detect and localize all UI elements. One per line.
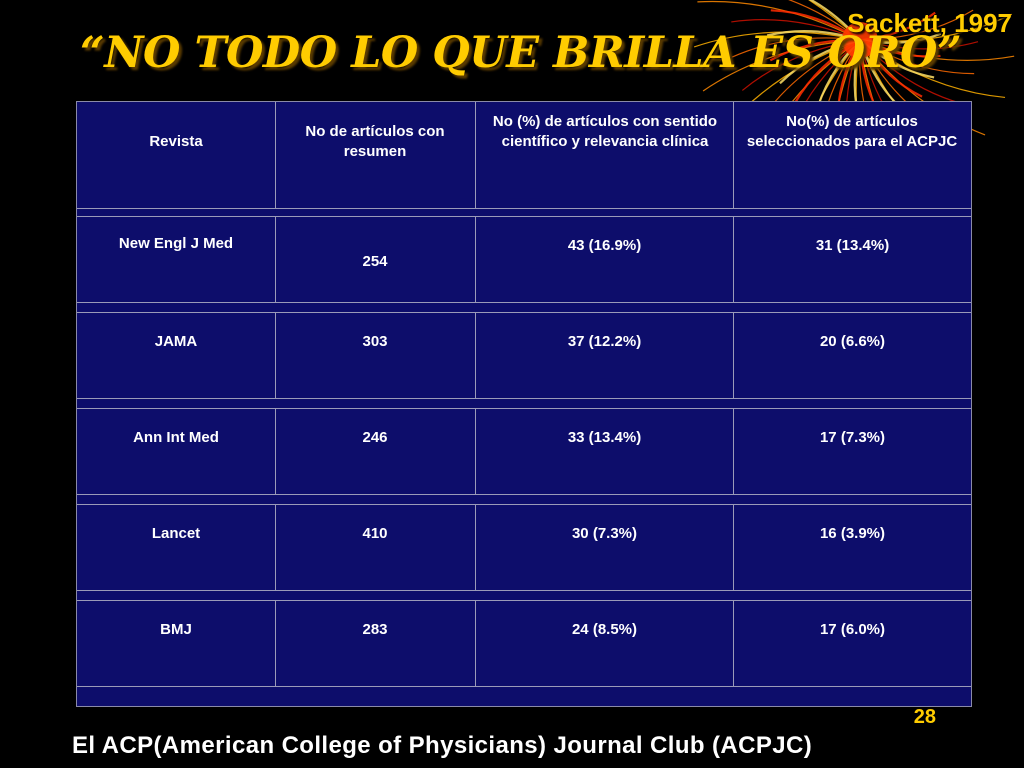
row-separator — [77, 408, 971, 409]
row-separator — [77, 504, 971, 505]
cell-count: 254 — [362, 253, 388, 270]
cell-count: 303 — [362, 333, 388, 350]
firework-ray — [859, 39, 1015, 61]
row-separator — [77, 398, 971, 399]
cell-journal: Lancet — [151, 525, 201, 542]
column-separator — [475, 600, 476, 686]
column-separator — [475, 216, 476, 302]
cell-relevance: 43 (16.9%) — [567, 237, 642, 254]
cell-selected: 17 (6.0%) — [819, 621, 886, 638]
column-separator — [275, 312, 276, 398]
cell-relevance: 33 (13.4%) — [567, 429, 642, 446]
firework-ray — [693, 31, 861, 48]
row-separator — [77, 216, 971, 217]
column-separator — [733, 216, 734, 302]
column-separator — [475, 312, 476, 398]
cell-count: 283 — [362, 621, 388, 638]
column-separator — [475, 102, 476, 208]
header-articulos-resumen: No de artículos con resumen — [305, 123, 445, 160]
cell-journal: Ann Int Med — [133, 429, 219, 446]
header-seleccionados-acpjc: No(%) de artículos seleccionados para el… — [746, 113, 958, 150]
row-separator — [77, 590, 971, 591]
firework-ray — [859, 39, 1006, 99]
cell-relevance: 24 (8.5%) — [571, 621, 638, 638]
column-separator — [275, 102, 276, 208]
cell-journal: BMJ — [160, 621, 192, 638]
cell-relevance: 30 (7.3%) — [571, 525, 638, 542]
cell-selected: 17 (7.3%) — [819, 429, 886, 446]
column-separator — [733, 312, 734, 398]
column-separator — [275, 504, 276, 590]
row-separator — [77, 208, 971, 209]
cell-count: 246 — [362, 429, 388, 446]
firework-ray — [859, 13, 1013, 42]
column-separator — [475, 504, 476, 590]
row-separator — [77, 600, 971, 601]
cell-relevance: 37 (12.2%) — [567, 333, 642, 350]
row-separator — [77, 302, 971, 303]
header-sentido-cientifico: No (%) de artículos con sentido científi… — [492, 113, 718, 150]
cell-journal: New Engl J Med — [118, 235, 234, 252]
column-separator — [733, 102, 734, 208]
column-separator — [475, 408, 476, 494]
column-separator — [733, 600, 734, 686]
column-separator — [275, 216, 276, 302]
data-table: Revista No de artículos con resumen No (… — [76, 101, 972, 707]
column-separator — [733, 408, 734, 494]
column-separator — [733, 504, 734, 590]
footer-caption: El ACP(American College of Physicians) J… — [72, 732, 813, 759]
page-number: 28 — [913, 706, 936, 728]
row-separator — [77, 686, 971, 687]
column-separator — [275, 600, 276, 686]
slide-title: “NO TODO LO QUE BRILLA ES ORO” — [80, 28, 962, 78]
cell-selected: 16 (3.9%) — [819, 525, 886, 542]
header-revista: Revista — [149, 133, 203, 150]
cell-journal: JAMA — [154, 333, 198, 350]
firework-ray — [808, 0, 861, 41]
cell-count: 410 — [362, 525, 388, 542]
cell-selected: 31 (13.4%) — [815, 237, 890, 254]
firework-ray — [697, 0, 861, 41]
row-separator — [77, 494, 971, 495]
row-separator — [77, 312, 971, 313]
firework-ray — [702, 39, 861, 92]
cell-selected: 20 (6.6%) — [819, 333, 886, 350]
firework-core — [842, 22, 878, 58]
citation: Sackett, 1997 — [847, 8, 1012, 38]
column-separator — [275, 408, 276, 494]
